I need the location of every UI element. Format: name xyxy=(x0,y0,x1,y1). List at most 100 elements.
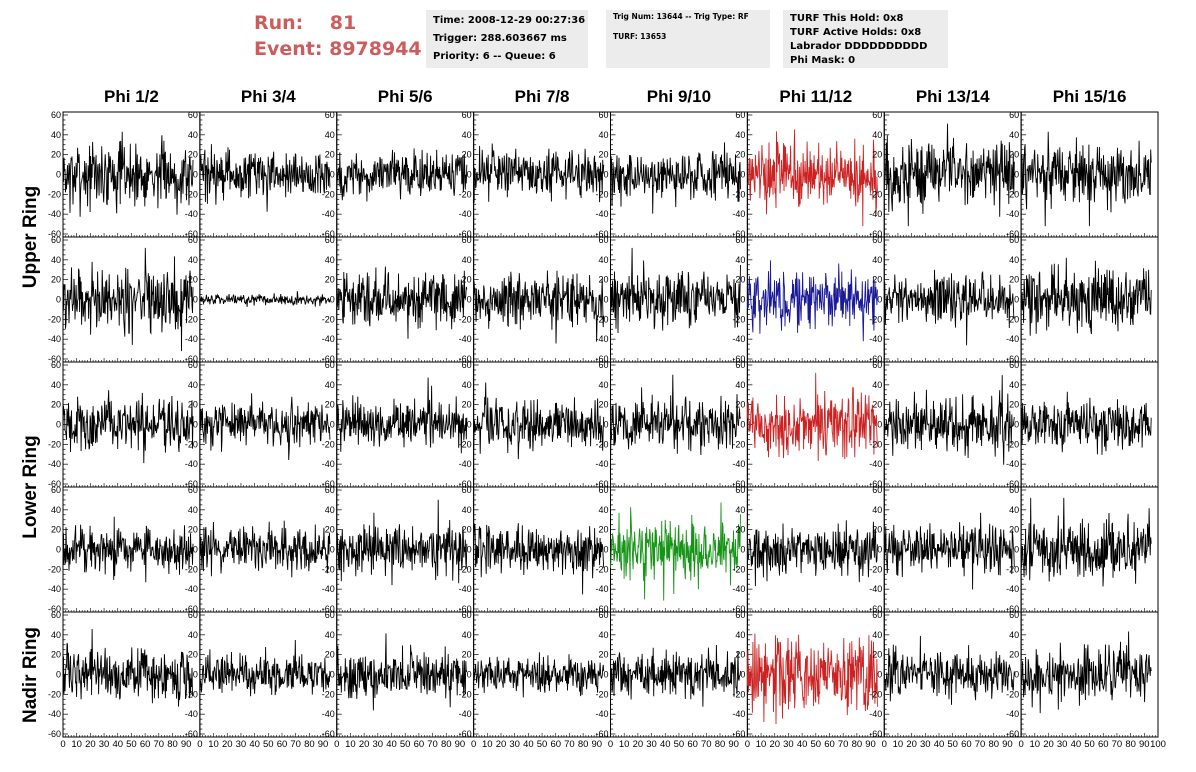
y-tick-label: 60 xyxy=(51,360,61,370)
waveform-trace xyxy=(1020,631,1152,714)
x-tick-label: 60 xyxy=(550,739,561,750)
y-tick-label: -20 xyxy=(595,564,608,574)
y-tick-label: 40 xyxy=(735,505,745,515)
y-tick-label: 40 xyxy=(1009,380,1019,390)
y-tick-label: 20 xyxy=(188,525,198,535)
labrador-line: Labrador DDDDDDDDDD xyxy=(790,41,928,52)
panel-r3-c5: -60 -40 -20 0 20 40 60 xyxy=(595,360,748,489)
y-tick-label: 40 xyxy=(188,505,198,515)
y-tick-label: 20 xyxy=(1009,650,1019,660)
y-tick-label: -60 xyxy=(48,729,61,739)
y-tick-label: 60 xyxy=(872,610,882,620)
y-tick-label: 40 xyxy=(872,505,882,515)
waveform-trace xyxy=(473,523,605,595)
x-tick-label: 20 xyxy=(906,739,917,750)
y-tick-label: -40 xyxy=(595,334,608,344)
x-tick-label: 10 xyxy=(208,739,219,750)
y-tick-label: 40 xyxy=(872,255,882,265)
y-tick-label: -20 xyxy=(1006,689,1019,699)
x-tick-label: 0 xyxy=(334,739,339,750)
panel-r2-c2: -60 -40 -20 0 20 40 60 xyxy=(185,235,338,364)
y-tick-label: -40 xyxy=(595,209,608,219)
y-tick-label: -40 xyxy=(48,584,61,594)
y-tick-label: 40 xyxy=(462,630,472,640)
run-value: 81 xyxy=(329,12,357,34)
y-tick-label: -60 xyxy=(185,604,198,614)
x-tick-label: 80 xyxy=(441,739,452,750)
y-tick-label: -40 xyxy=(322,209,335,219)
panel-r1-c7: -60 -40 -20 0 20 40 60 xyxy=(869,110,1022,239)
x-tick-label: 20 xyxy=(359,739,370,750)
y-tick-label: 20 xyxy=(598,150,608,160)
y-tick-label: -60 xyxy=(185,729,198,739)
y-tick-label: -60 xyxy=(322,604,335,614)
panel-r3-c7: -60 -40 -20 0 20 40 60 xyxy=(869,360,1022,489)
x-tick-label: 90 xyxy=(1139,739,1150,750)
x-tick-label: 50 xyxy=(947,739,958,750)
panel-r4-c1: -60 -40 -20 0 20 40 60 xyxy=(48,485,201,614)
y-tick-label: 0 xyxy=(56,170,61,180)
y-tick-label: 40 xyxy=(462,130,472,140)
y-tick-label: -20 xyxy=(185,689,198,699)
y-tick-label: 20 xyxy=(188,275,198,285)
y-tick-label: -20 xyxy=(1006,439,1019,449)
priority-line: Priority: 6 -- Queue: 6 xyxy=(433,51,556,62)
y-tick-label: 40 xyxy=(872,130,882,140)
y-tick-label: 0 xyxy=(877,670,882,680)
waveform-trace xyxy=(883,123,1015,227)
y-tick-label: 0 xyxy=(740,420,745,430)
x-tick-label: 80 xyxy=(304,739,315,750)
y-tick-label: 20 xyxy=(1009,150,1019,160)
y-tick-label: -20 xyxy=(869,564,882,574)
panel-r5-c8: -60 -40 -20 0 20 40 60 xyxy=(1006,610,1159,739)
y-tick-label: 0 xyxy=(467,420,472,430)
waveform-trace xyxy=(199,520,331,578)
y-tick-label: 40 xyxy=(735,130,745,140)
y-tick-label: -20 xyxy=(185,189,198,199)
y-tick-label: -40 xyxy=(732,584,745,594)
y-tick-label: 60 xyxy=(735,360,745,370)
y-tick-label: -20 xyxy=(869,689,882,699)
y-tick-label: -60 xyxy=(869,479,882,489)
y-tick-label: -60 xyxy=(48,229,61,239)
y-tick-label: 20 xyxy=(735,650,745,660)
y-tick-label: 0 xyxy=(56,545,61,555)
x-tick-label: 10 xyxy=(345,739,356,750)
y-tick-label: 60 xyxy=(188,485,198,495)
y-tick-label: -60 xyxy=(459,354,472,364)
x-tick-label: 80 xyxy=(1125,739,1136,750)
x-tick-label: 80 xyxy=(988,739,999,750)
y-tick-label: -40 xyxy=(48,459,61,469)
waveform-trace xyxy=(62,131,194,217)
y-tick-label: -40 xyxy=(48,334,61,344)
y-tick-label: -40 xyxy=(185,209,198,219)
y-tick-label: 60 xyxy=(872,110,882,120)
panel-r1-c1: -60 -40 -20 0 20 40 60 xyxy=(48,110,201,239)
y-tick-label: 60 xyxy=(735,485,745,495)
waveform-trace xyxy=(473,143,605,203)
waveform-trace xyxy=(610,502,741,601)
panel-r3-c3: -60 -40 -20 0 20 40 60 xyxy=(322,360,475,489)
panel-r5-c7: -60 -40 -20 0 20 40 60 xyxy=(869,610,1022,739)
y-tick-label: -40 xyxy=(322,709,335,719)
x-tick-label: 40 xyxy=(660,739,671,750)
x-tick-label: 10 xyxy=(619,739,630,750)
y-tick-label: 40 xyxy=(188,130,198,140)
y-tick-label: 40 xyxy=(51,630,61,640)
y-tick-label: -40 xyxy=(1006,584,1019,594)
y-tick-label: -20 xyxy=(185,314,198,324)
panel-r4-c6: -60 -40 -20 0 20 40 60 xyxy=(732,485,885,614)
y-tick-label: -60 xyxy=(48,479,61,489)
y-tick-label: -20 xyxy=(732,189,745,199)
x-tick-label: 20 xyxy=(222,739,233,750)
x-tick-label: 40 xyxy=(386,739,397,750)
run-line: Run: 81 xyxy=(254,10,422,36)
y-tick-label: -40 xyxy=(459,209,472,219)
y-tick-label: 20 xyxy=(462,525,472,535)
turf-num-line: TURF: 13653 xyxy=(613,32,667,41)
waveform-trace xyxy=(336,633,468,711)
y-tick-label: 60 xyxy=(872,235,882,245)
y-tick-label: 40 xyxy=(188,380,198,390)
x-tick-label: 30 xyxy=(509,739,520,750)
x-tick-label: 40 xyxy=(934,739,945,750)
